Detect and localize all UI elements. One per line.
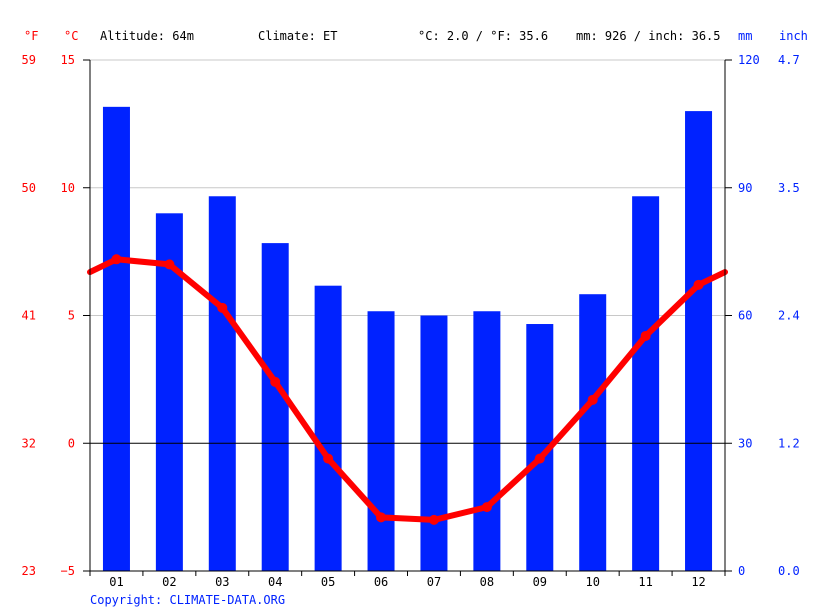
temperature-point [270,376,281,387]
month-tick-label: 04 [268,575,282,589]
temperature-point [428,514,439,525]
precipitation-bar [208,196,236,571]
temperature-point [640,330,651,341]
temperature-polyline [87,256,728,523]
temperature-point [111,254,122,265]
fahrenheit-tick-label: 41 [22,309,36,323]
inch-tick-label: 2.4 [778,309,800,323]
unit-mm-label: mm [738,29,752,43]
inch-tick-label: 1.2 [778,436,800,450]
mm-tick-label: 30 [738,436,752,450]
fahrenheit-tick-label: 59 [22,53,36,67]
temperature-point [164,259,175,270]
month-tick-label: 08 [480,575,494,589]
celsius-tick-label: −5 [61,564,75,578]
copyright-label: Copyright: CLIMATE-DATA.ORG [90,593,285,607]
precipitation-bars [102,106,713,572]
inch-tick-label: 3.5 [778,181,800,195]
temperature-point [693,279,704,290]
temperature-point [376,512,387,523]
mm-tick-label: 90 [738,181,752,195]
celsius-tick-label: 15 [61,53,75,67]
month-tick-label: 05 [321,575,335,589]
month-tick-label: 06 [374,575,388,589]
precipitation-bar [473,311,501,571]
month-tick-label: 07 [427,575,441,589]
month-tick-label: 01 [109,575,123,589]
temperature-line [87,254,728,525]
precipitation-bar [632,196,660,571]
precipitation-bar [579,294,607,571]
month-tick-label: 12 [691,575,705,589]
grid-lines [90,59,725,316]
month-tick-label: 03 [215,575,229,589]
fahrenheit-tick-label: 23 [22,564,36,578]
temperature-point [323,453,334,464]
mm-tick-label: 120 [738,53,760,67]
mm-tick-label: 60 [738,309,752,323]
unit-fahrenheit-label: °F [24,29,38,43]
temp-summary-label: °C: 2.0 / °F: 35.6 [418,29,548,43]
month-tick-label: 09 [533,575,547,589]
temperature-point [587,394,598,405]
unit-inch-label: inch [779,29,808,43]
month-tick-label: 10 [585,575,599,589]
precipitation-bar [367,311,395,571]
climate-label: Climate: ET [258,29,337,43]
temperature-point [217,302,228,313]
celsius-tick-label: 5 [68,309,75,323]
celsius-tick-label: 0 [68,436,75,450]
precipitation-bar [261,243,289,571]
fahrenheit-tick-label: 32 [22,436,36,450]
precipitation-bar [685,111,713,571]
precipitation-bar [314,285,342,571]
inch-tick-label: 4.7 [778,53,800,67]
tick-labels: 59 15 120 4.750 10 90 3.541 5 60 2.432 0 30 1.223 −5 0… [22,53,800,589]
temperature-point [534,453,545,464]
altitude-label: Altitude: 64m [100,29,194,43]
month-tick-label: 02 [162,575,176,589]
celsius-tick-label: 10 [61,181,75,195]
unit-celsius-label: °C [64,29,78,43]
month-tick-label: 11 [638,575,652,589]
mm-tick-label: 0 [738,564,745,578]
axes [83,59,732,576]
fahrenheit-tick-label: 50 [22,181,36,195]
precipitation-bar [102,106,130,571]
precip-summary-label: mm: 926 / inch: 36.5 [576,29,721,43]
inch-tick-label: 0.0 [778,564,800,578]
temperature-point [481,502,492,513]
